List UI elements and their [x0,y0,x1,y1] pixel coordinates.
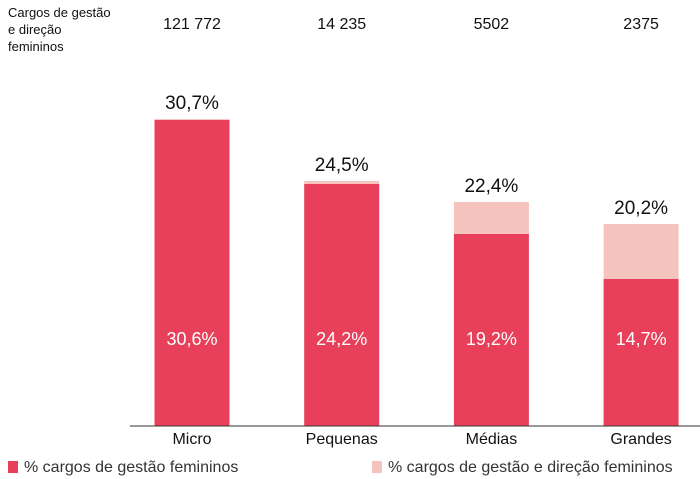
count-label: 121 772 [163,16,221,33]
bar-segment [304,184,380,426]
x-tick-label: Micro [172,431,211,448]
value-label: 30,6% [166,329,217,349]
bar-segment [603,279,679,426]
bar-segment [304,181,380,184]
x-tick-label: Grandes [610,431,671,448]
x-tick-label: Pequenas [306,431,378,448]
value-label: 14,7% [616,329,667,349]
total-label: 22,4% [464,176,518,197]
total-label: 30,7% [165,93,219,114]
count-label: 5502 [474,16,510,33]
legend-label: % cargos de gestão e direção femininos [388,459,673,476]
value-label: 24,2% [316,329,367,349]
count-label: 2375 [623,16,659,33]
legend-swatch [372,461,382,473]
total-label: 20,2% [614,198,668,219]
total-label: 24,5% [315,155,369,176]
legend-swatch [8,461,18,473]
bar-segment [154,120,230,426]
value-label: 19,2% [466,329,517,349]
bar-segment [154,119,230,120]
x-tick-label: Médias [466,431,518,448]
legend-label: % cargos de gestão femininos [24,459,238,476]
bar-segment [453,202,529,234]
bar-segment [603,224,679,279]
count-label: 14 235 [317,16,366,33]
count-title: Cargos de gestão e direção femininos [8,5,111,54]
bar-segment [453,234,529,426]
